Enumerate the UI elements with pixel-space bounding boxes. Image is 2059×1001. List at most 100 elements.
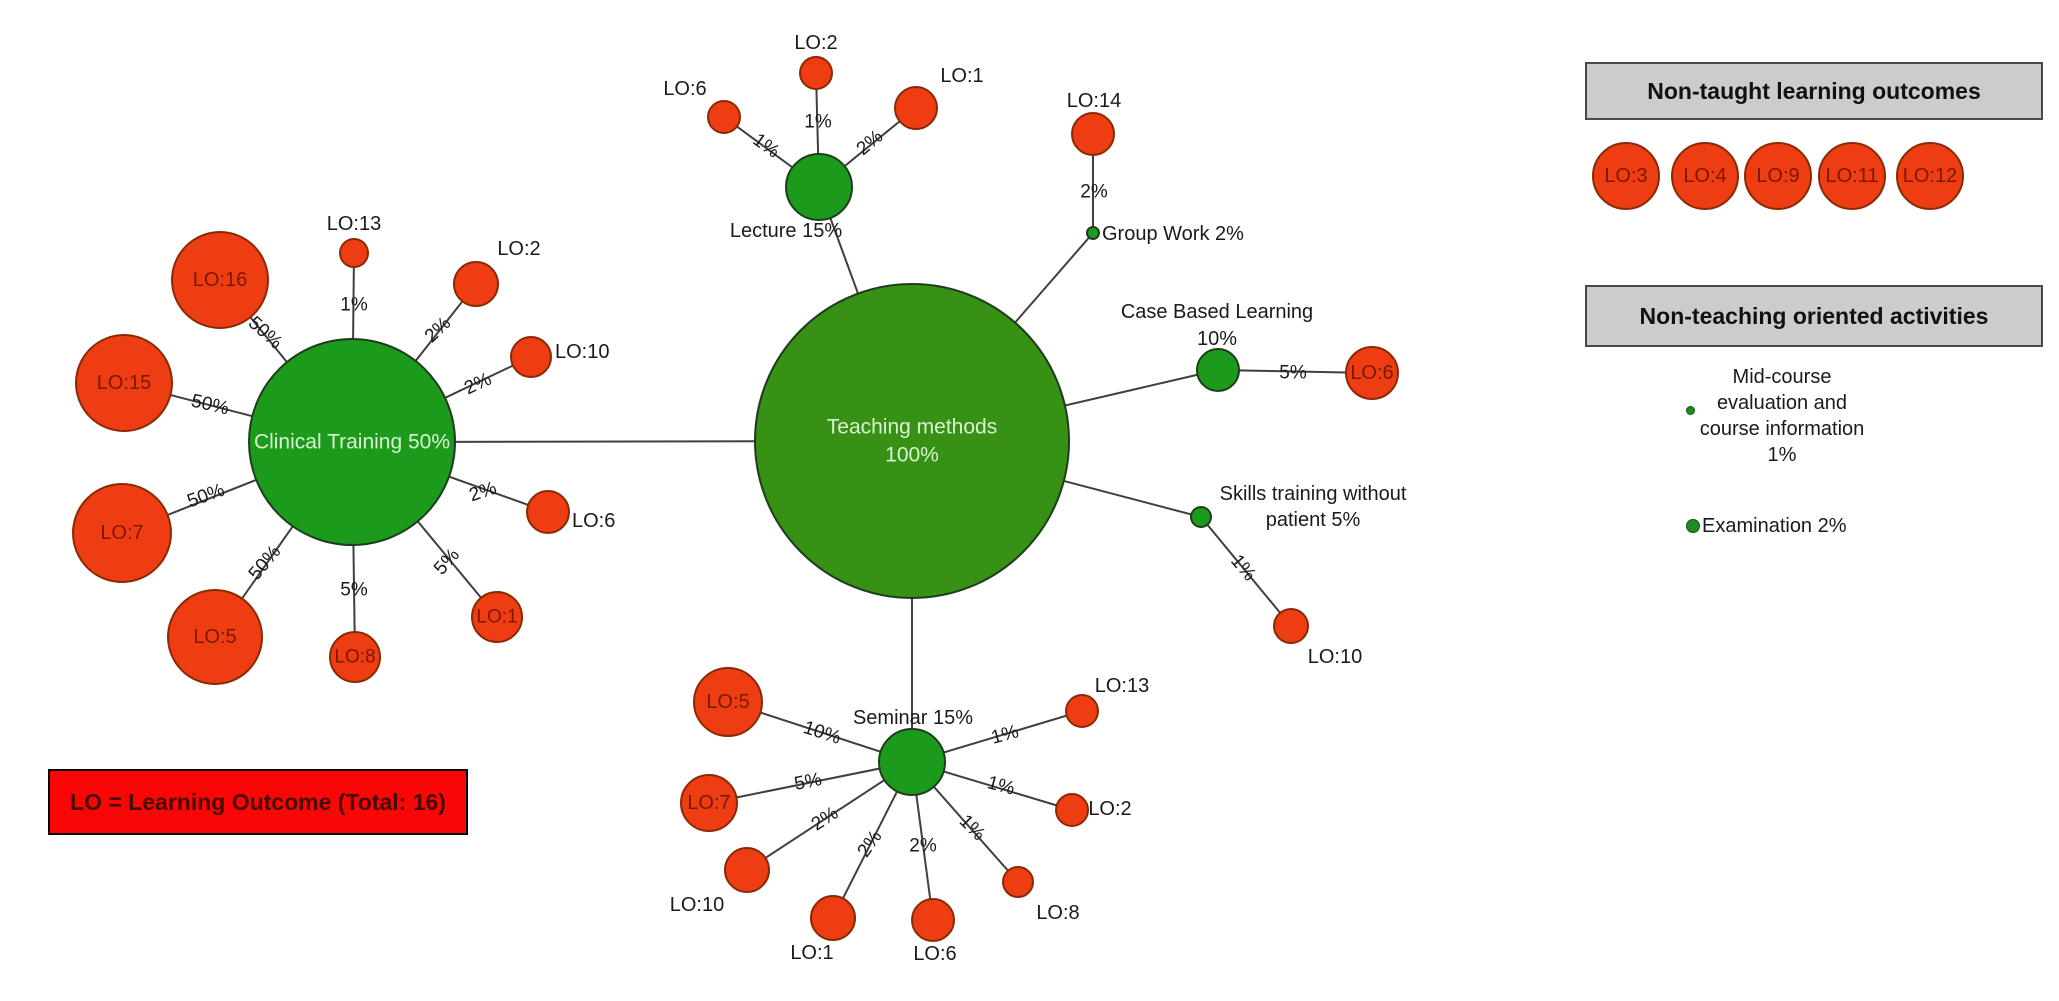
node-label-c16: LO:16 [193, 269, 247, 291]
node-s1 [810, 895, 856, 941]
node-label-c7: LO:7 [100, 522, 143, 544]
node-label-groupwork: Group Work 2% [1102, 223, 1244, 245]
node-label-cbl: 10% [1197, 328, 1237, 350]
edge-label-groupwork-lo14: 2% [1080, 182, 1108, 203]
examination-label: Examination 2% [1702, 515, 1847, 537]
node-l2 [799, 56, 833, 90]
edge-label-clinical-c7: 50% [185, 480, 228, 513]
non-teaching-header: Non-teaching oriented activities [1585, 285, 2043, 347]
examination-item: Examination 2% [1702, 514, 1847, 538]
node-label-seminar: Seminar 15% [853, 707, 973, 729]
node-s10 [724, 847, 770, 893]
edge-skills-slo10 [1200, 516, 1292, 627]
edge-label-seminar-s2: 1% [985, 772, 1017, 799]
edge-label-clinical-c15: 50% [189, 390, 231, 419]
node-label-panel-LO:12: LO:12 [1903, 165, 1957, 187]
edge-label-clinical-c6: 2% [467, 478, 500, 506]
node-s8 [1002, 866, 1034, 898]
edge-label-seminar-s5: 10% [801, 717, 844, 749]
examination-dot-icon [1686, 519, 1700, 533]
node-c15 [75, 334, 173, 432]
non-taught-header-label: Non-taught learning outcomes [1647, 77, 1981, 104]
non-teaching-header-label: Non-teaching oriented activities [1639, 302, 1989, 329]
node-label-c8: LO:8 [334, 647, 375, 668]
node-label-c13: LO:13 [327, 213, 381, 235]
node-label-lo14: LO:14 [1067, 90, 1121, 112]
node-label-c15: LO:15 [97, 372, 151, 394]
node-lo14 [1071, 112, 1115, 156]
node-label-panel-LO:9: LO:9 [1756, 165, 1799, 187]
node-clinical [248, 338, 456, 546]
node-lecture [785, 153, 853, 221]
node-label-s6: LO:6 [913, 943, 956, 965]
node-label-skills: patient 5% [1266, 509, 1361, 531]
midcourse-line: 1% [1767, 444, 1797, 466]
node-label-teaching: 100% [885, 444, 939, 467]
node-label-cbl: Case Based Learning [1121, 301, 1313, 323]
node-label-skills: Skills training without [1220, 483, 1407, 505]
midcourse-item: Mid-course evaluation and course informa… [1697, 364, 1867, 468]
node-label-s5: LO:5 [706, 691, 749, 713]
edge-label-clinical-c5: 50% [245, 542, 286, 585]
node-panel-LO:9 [1744, 142, 1812, 210]
edge-label-clinical-c13: 1% [340, 295, 368, 316]
node-label-clinical: Clinical Training 50% [254, 431, 450, 454]
node-label-l2: LO:2 [794, 32, 837, 54]
edge-label-clinical-c1: 5% [430, 545, 464, 580]
midcourse-dot-icon [1686, 406, 1695, 415]
edge-label-skills-slo10: 1% [1226, 551, 1260, 586]
node-label-s8: LO:8 [1036, 902, 1079, 924]
node-label-s2: LO:2 [1088, 798, 1131, 820]
edge-label-seminar-s10: 2% [808, 803, 843, 836]
node-label-s1: LO:1 [790, 942, 833, 964]
node-label-l1: LO:1 [940, 65, 983, 87]
legend-label: LO = Learning Outcome (Total: 16) [70, 788, 446, 815]
node-s5 [693, 667, 763, 737]
node-label-c5: LO:5 [193, 626, 236, 648]
node-c13 [339, 238, 369, 268]
node-s13 [1065, 694, 1099, 728]
node-label-slo10: LO:10 [1308, 646, 1362, 668]
node-s6 [911, 898, 955, 942]
node-panel-LO:12 [1896, 142, 1964, 210]
edge-label-lecture-l2: 1% [804, 112, 832, 133]
edge-seminar-s7 [708, 761, 913, 804]
node-c2 [453, 261, 499, 307]
node-c1 [471, 591, 523, 643]
node-skills [1190, 506, 1212, 528]
node-groupwork [1086, 226, 1100, 240]
node-c7 [72, 483, 172, 583]
node-l6 [707, 100, 741, 134]
edge-label-seminar-s6: 2% [909, 836, 937, 857]
node-label-c1: LO:1 [476, 607, 517, 628]
node-label-panel-LO:11: LO:11 [1826, 165, 1879, 187]
node-cbl6 [1345, 346, 1399, 400]
node-label-c6: LO:6 [572, 510, 615, 532]
node-seminar [878, 728, 946, 796]
node-label-s13: LO:13 [1095, 675, 1149, 697]
edge-label-seminar-s13: 1% [989, 721, 1021, 748]
edge-label-clinical-c10: 2% [461, 369, 495, 400]
node-label-lecture: Lecture 15% [730, 220, 843, 242]
node-cbl [1196, 348, 1240, 392]
node-c10 [510, 336, 552, 378]
node-label-l6: LO:6 [663, 78, 706, 100]
node-panel-LO:4 [1671, 142, 1739, 210]
node-label-cbl6: LO:6 [1350, 362, 1393, 384]
node-panel-LO:11 [1818, 142, 1886, 210]
non-taught-header: Non-taught learning outcomes [1585, 62, 2043, 120]
edge-label-cbl-cbl6: 5% [1279, 363, 1307, 384]
legend-box: LO = Learning Outcome (Total: 16) [48, 769, 468, 835]
edge-label-seminar-s1: 2% [854, 827, 887, 862]
node-s2 [1055, 793, 1089, 827]
node-label-c10: LO:10 [555, 341, 609, 363]
node-label-panel-LO:3: LO:3 [1604, 165, 1647, 187]
edge-label-seminar-s7: 5% [793, 769, 824, 795]
node-panel-LO:3 [1592, 142, 1660, 210]
midcourse-line: course information [1699, 418, 1865, 440]
node-label-s7: LO:7 [687, 792, 730, 814]
node-slo10 [1273, 608, 1309, 644]
midcourse-line: evaluation and [1716, 392, 1848, 414]
